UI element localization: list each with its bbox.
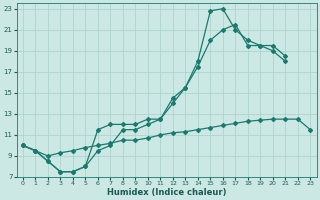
X-axis label: Humidex (Indice chaleur): Humidex (Indice chaleur) (107, 188, 226, 197)
